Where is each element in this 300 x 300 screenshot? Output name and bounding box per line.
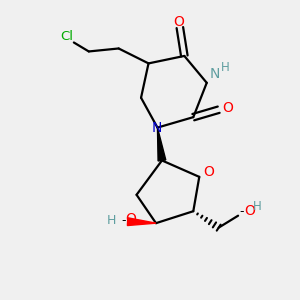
Text: Cl: Cl [60, 30, 73, 43]
Text: O: O [203, 165, 214, 179]
Text: O: O [222, 101, 233, 115]
Text: O: O [244, 204, 255, 218]
Text: H: H [221, 61, 230, 74]
Text: N: N [152, 121, 162, 135]
Text: O: O [126, 212, 136, 226]
Text: O: O [173, 15, 184, 29]
Text: N: N [210, 68, 220, 82]
Text: H: H [253, 200, 262, 213]
Text: H: H [106, 214, 116, 227]
Text: -: - [239, 205, 244, 218]
Polygon shape [128, 218, 156, 226]
Text: -: - [122, 214, 126, 227]
Polygon shape [158, 128, 166, 161]
